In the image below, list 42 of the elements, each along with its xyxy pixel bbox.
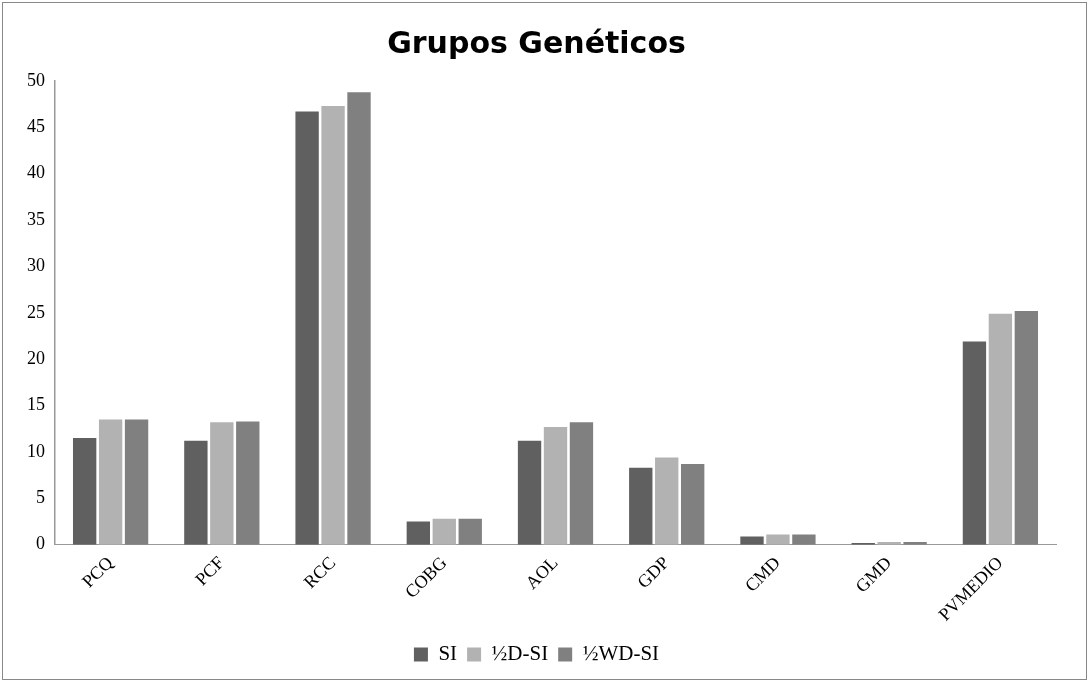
bar [766, 534, 790, 545]
legend-label: ½WD-SI [582, 641, 660, 666]
legend-label: SI [438, 641, 458, 666]
x-tick-label: PCF [191, 552, 229, 590]
bar [432, 518, 456, 545]
chart-title: Grupos Genéticos [387, 24, 686, 60]
bar [124, 419, 149, 545]
y-tick-label: 40 [27, 162, 45, 183]
bar [458, 518, 482, 545]
y-tick-label: 10 [27, 440, 45, 461]
y-tick-label: 45 [27, 116, 45, 137]
bar [517, 440, 542, 545]
bar [681, 464, 705, 545]
y-tick-label: 30 [27, 255, 45, 276]
bar [1014, 311, 1039, 545]
bar [406, 521, 430, 545]
bar [236, 421, 260, 545]
bar [210, 422, 234, 545]
bar [543, 426, 568, 545]
y-tick-label: 25 [27, 301, 45, 322]
bar [792, 534, 816, 545]
y-tick-label: 50 [27, 69, 45, 90]
y-tick-label: 0 [36, 533, 45, 554]
bar [295, 111, 319, 545]
bar [184, 440, 208, 545]
bar [321, 106, 345, 545]
legend-label: ½D-SI [491, 641, 549, 666]
bar [988, 313, 1013, 545]
bar [740, 536, 764, 545]
bar [962, 341, 987, 545]
y-tick-label: 35 [27, 208, 45, 229]
y-tick-label: 15 [27, 394, 45, 415]
bar [655, 457, 679, 545]
x-tick-label: GDP [633, 552, 673, 593]
bar [347, 92, 371, 545]
y-tick-label: 20 [27, 347, 45, 368]
bar [98, 419, 123, 545]
bar [72, 438, 97, 545]
x-tick-label: PCQ [77, 552, 117, 592]
y-tick-label: 5 [36, 487, 45, 508]
bar [569, 422, 594, 545]
bar [629, 467, 653, 545]
